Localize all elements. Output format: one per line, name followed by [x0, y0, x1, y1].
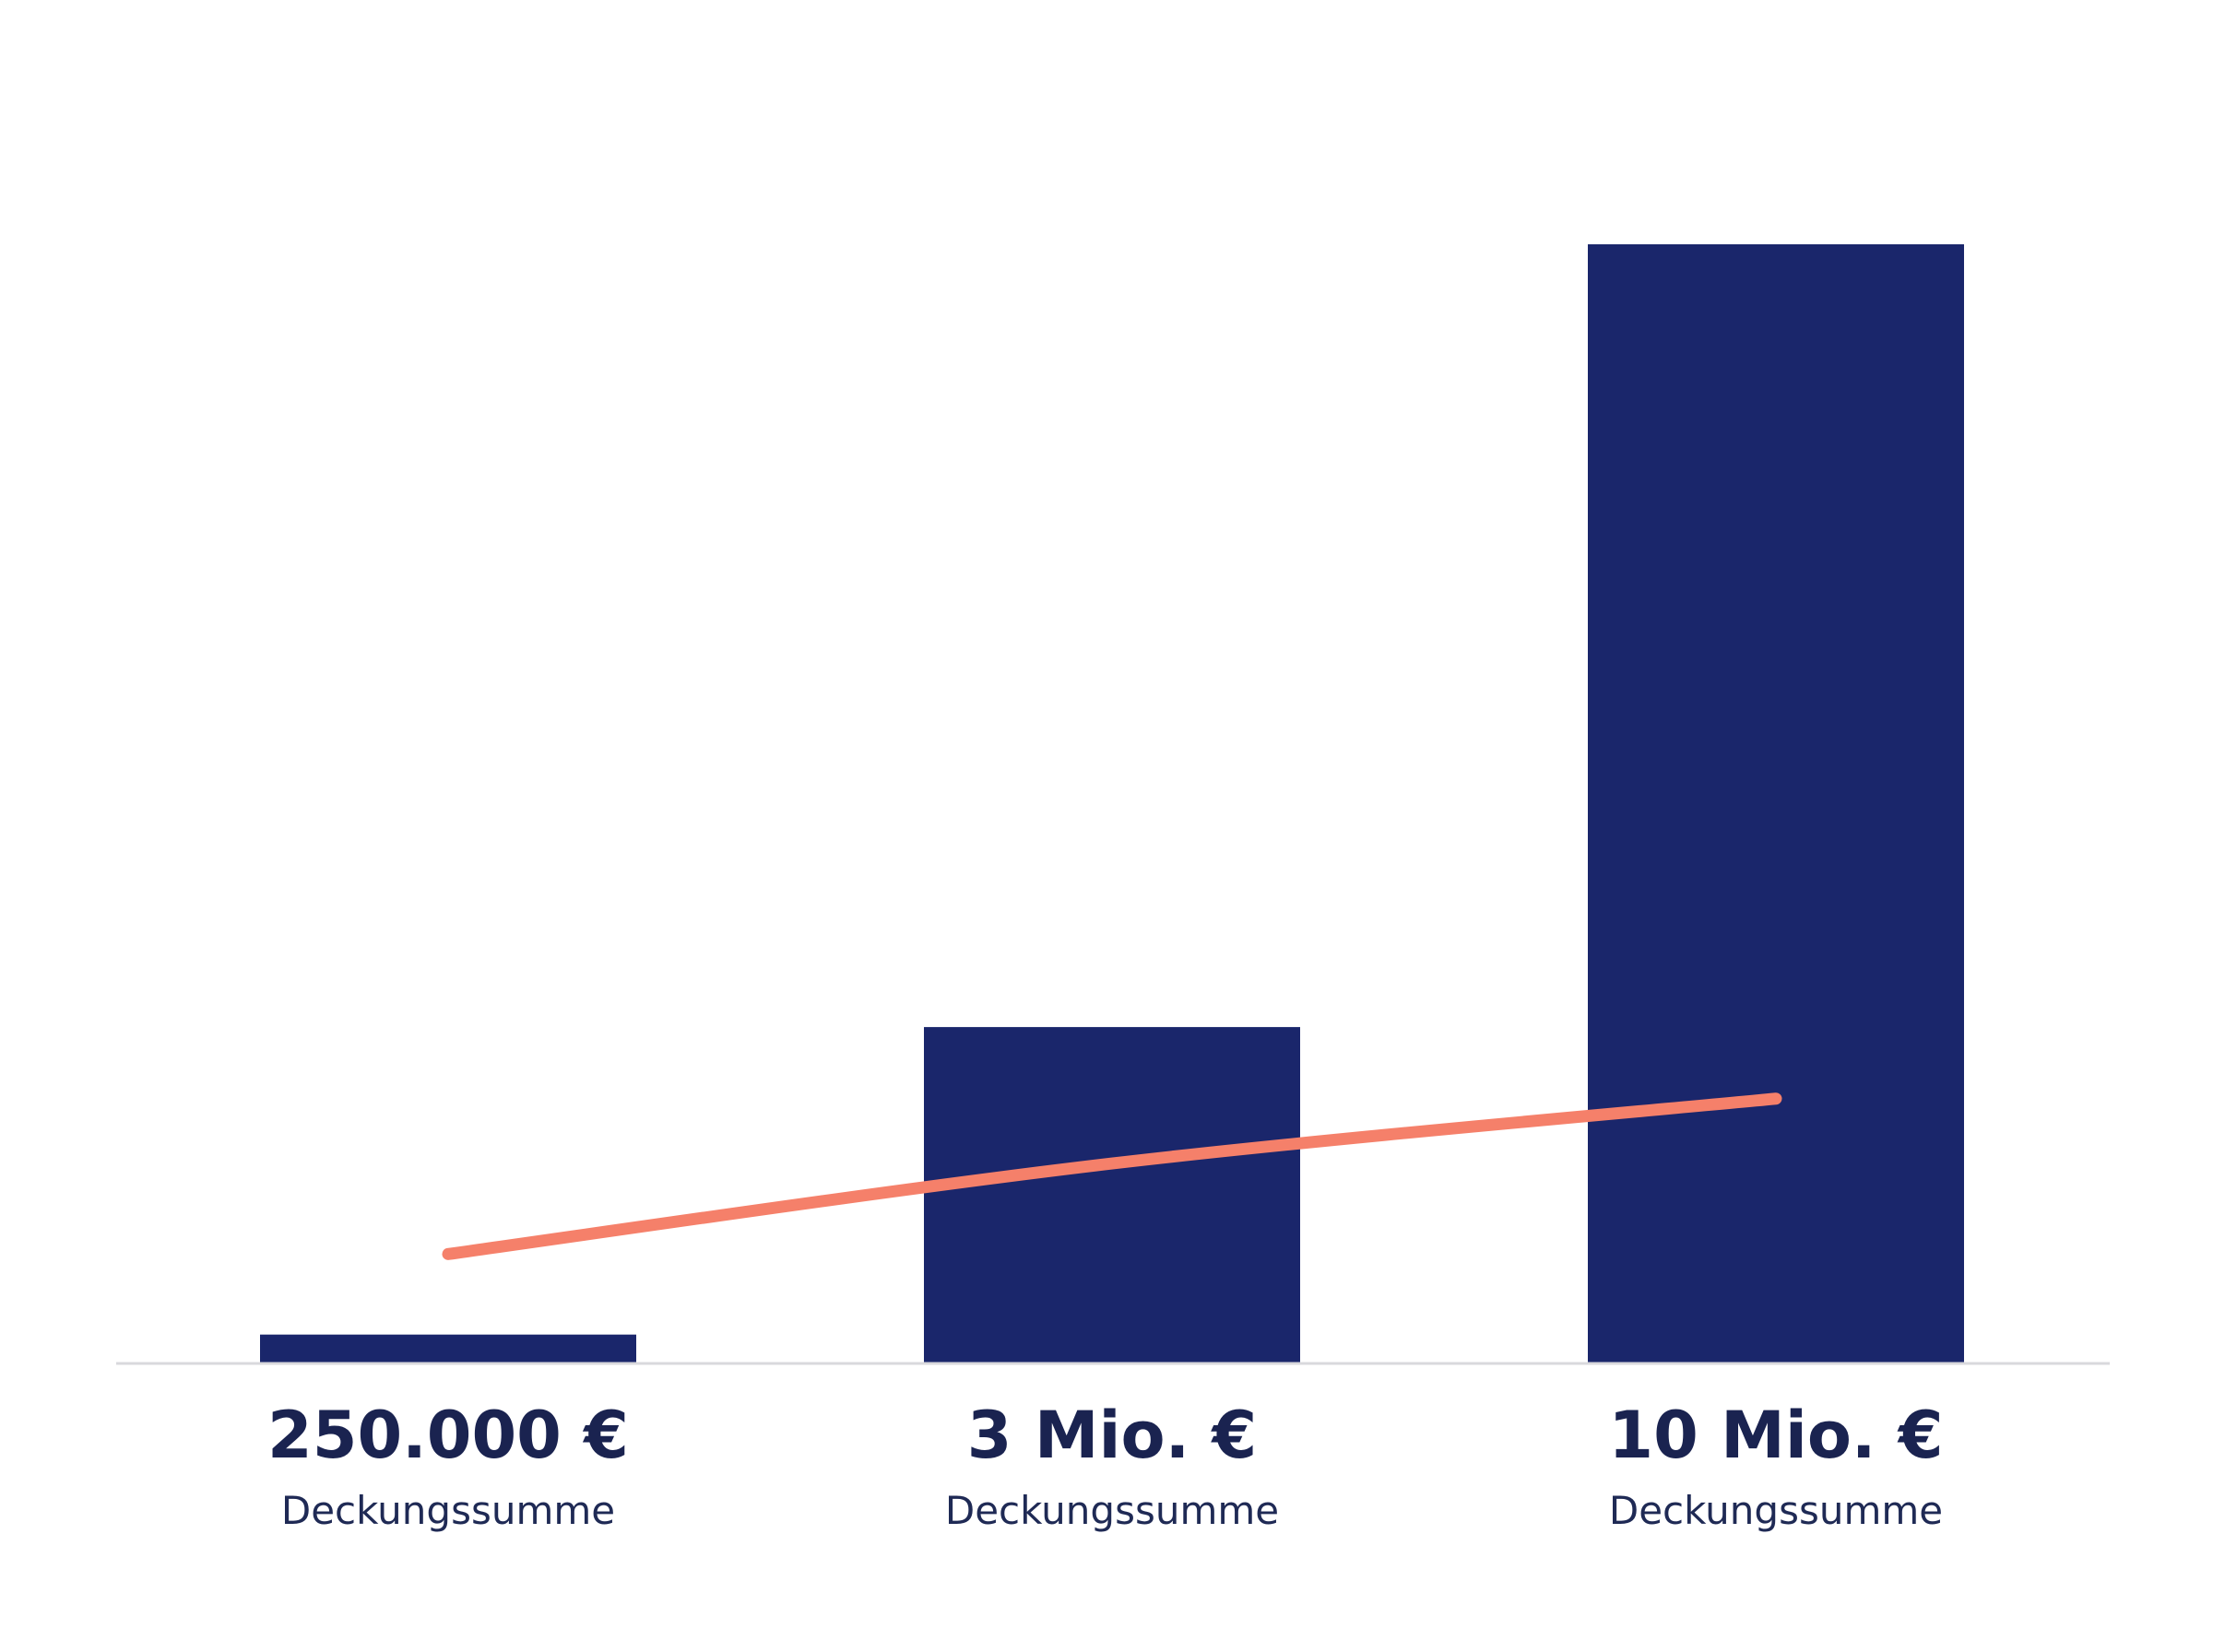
bars [260, 244, 1964, 1363]
bar-2 [924, 1027, 1300, 1363]
category-sublabel-3: Deckungssumme [1609, 1488, 1943, 1533]
bar-3 [1588, 244, 1964, 1363]
category-label-1: 250.000 € [267, 1398, 629, 1473]
category-labels: 250.000 € Deckungssumme 3 Mio. € Deckungssu… [267, 1398, 1944, 1533]
category-sublabel-1: Deckungssumme [281, 1488, 615, 1533]
category-label-2: 3 Mio. € [967, 1398, 1258, 1473]
category-label-3: 10 Mio. € [1608, 1398, 1943, 1473]
trend-line [442, 1092, 1782, 1260]
category-sublabel-2: Deckungssumme [945, 1488, 1279, 1533]
bar-1 [260, 1334, 636, 1363]
